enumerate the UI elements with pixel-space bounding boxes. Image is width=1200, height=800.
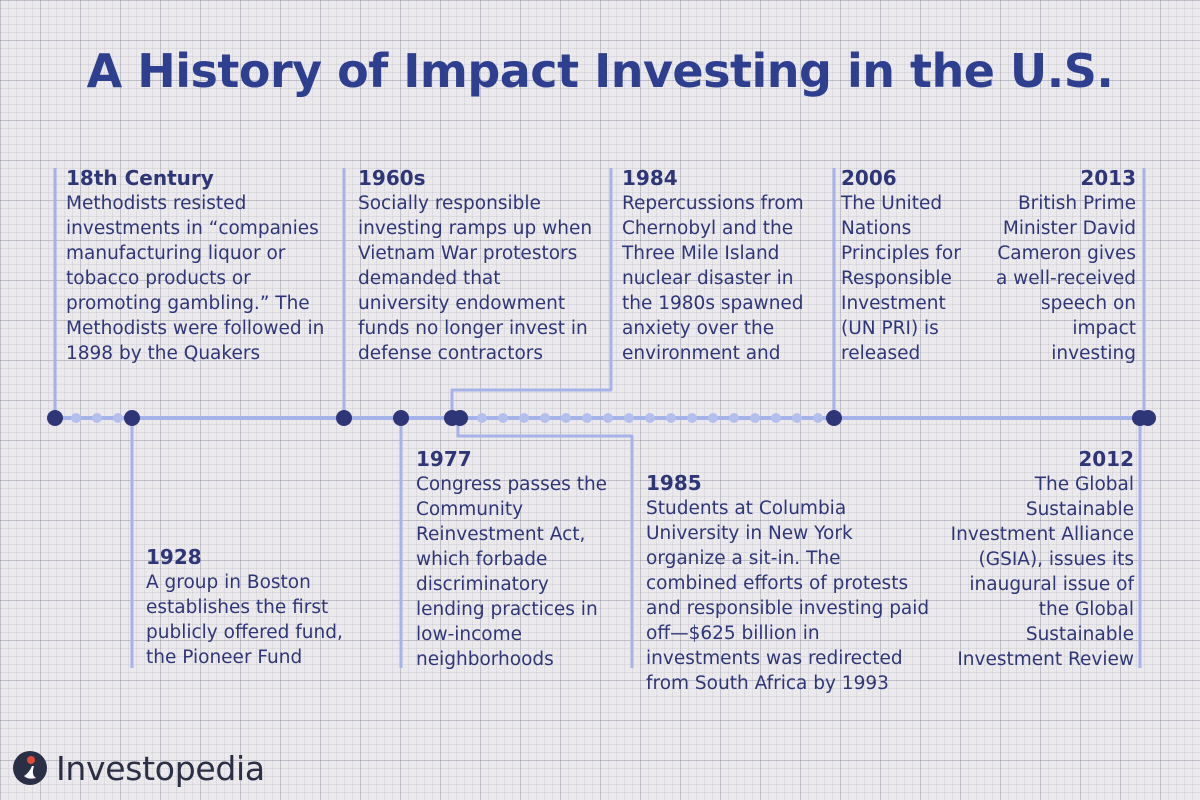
small-dot: [540, 413, 550, 423]
event-description: The United Nations Principles for Respon…: [841, 193, 961, 364]
brand-name: Investopedia: [56, 748, 265, 788]
small-dot: [603, 413, 613, 423]
small-dot: [708, 413, 718, 423]
connector-1985: [456, 418, 634, 668]
event-year: 2013: [1080, 166, 1136, 190]
event-1928: 1928 A group in Boston establishes the f…: [146, 545, 356, 670]
event-year: 1977: [416, 447, 472, 471]
event-1977: 1977 Congress passes the Community Reinv…: [416, 447, 622, 672]
small-dot: [729, 413, 739, 423]
event-year: 1985: [646, 471, 702, 495]
small-dot: [813, 413, 823, 423]
event-year: 1984: [622, 166, 678, 190]
event-dot-1977: [393, 410, 409, 426]
event-description: British Prime Minister David Cameron giv…: [995, 193, 1136, 364]
small-dot: [666, 413, 676, 423]
event-dot-1960s: [336, 410, 352, 426]
event-2013: 2013 British Prime Minister David Camero…: [986, 166, 1136, 366]
small-dot: [498, 413, 508, 423]
small-dot: [645, 413, 655, 423]
event-18th-century: 18th Century Methodists resisted investm…: [66, 166, 336, 366]
small-dot: [687, 413, 697, 423]
event-dot-2006: [826, 410, 842, 426]
small-dot: [750, 413, 760, 423]
small-dot: [113, 413, 123, 423]
brand-logo: Investopedia: [12, 744, 265, 792]
event-year: 1960s: [358, 166, 426, 190]
small-dot: [624, 413, 634, 423]
event-description: Congress passes the Community Reinvestme…: [416, 474, 608, 670]
small-dot: [561, 413, 571, 423]
event-dot-2013: [1140, 410, 1156, 426]
event-1960s: 1960s Socially responsible investing ram…: [358, 166, 594, 366]
page-title: A History of Impact Investing in the U.S…: [86, 44, 1114, 98]
small-dot: [771, 413, 781, 423]
event-1985: 1985 Students at Columbia University in …: [646, 471, 932, 696]
event-year: 18th Century: [66, 166, 214, 190]
event-2012: 2012 The Global Sustainable Investment A…: [934, 447, 1134, 672]
investopedia-logo-icon: [13, 751, 47, 785]
event-2006: 2006 The United Nations Principles for R…: [841, 166, 971, 366]
event-dot-1985: [452, 410, 468, 426]
connector-1984: [450, 168, 613, 418]
event-description: The Global Sustainable Investment Allian…: [950, 474, 1134, 670]
event-year: 2006: [841, 166, 897, 190]
event-description: Methodists resisted investments in “comp…: [66, 193, 325, 364]
event-description: A group in Boston establishes the first …: [146, 572, 343, 668]
event-description: Repercussions from Chernobyl and the Thr…: [622, 193, 804, 364]
small-dots-group-1: [71, 413, 123, 423]
event-markers: [47, 410, 1156, 426]
small-dot: [477, 413, 487, 423]
event-dot-18th-century: [47, 410, 63, 426]
small-dots-group-2: [477, 413, 823, 423]
event-dot-1928: [124, 410, 140, 426]
event-description: Students at Columbia University in New Y…: [646, 498, 930, 694]
event-year: 1928: [146, 545, 202, 569]
small-dot: [792, 413, 802, 423]
small-dot: [92, 413, 102, 423]
small-dot: [582, 413, 592, 423]
event-description: Socially responsible investing ramps up …: [358, 193, 593, 364]
small-dot: [71, 413, 81, 423]
event-year: 2012: [1078, 447, 1134, 471]
small-dot: [519, 413, 529, 423]
event-1984: 1984 Repercussions from Chernobyl and th…: [622, 166, 812, 366]
